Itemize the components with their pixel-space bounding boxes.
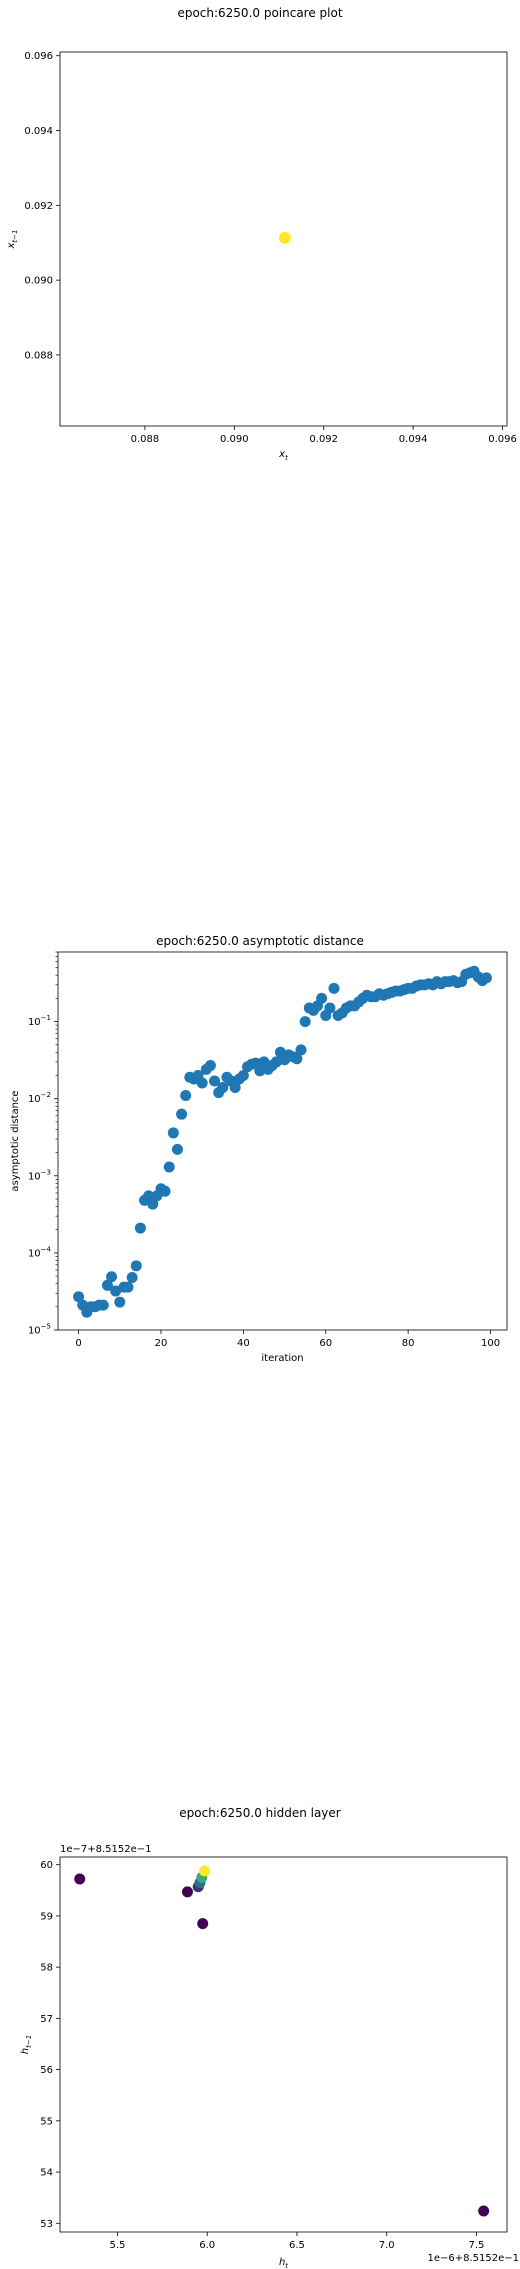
- x-tick-label: 40: [237, 1338, 250, 1349]
- data-point: [254, 1065, 266, 1077]
- x-tick-label: 5.5: [109, 2240, 125, 2251]
- y-tick-label: 0.090: [24, 276, 53, 287]
- y-tick-label: 58: [40, 1963, 53, 1974]
- x-tick-label: 7.0: [379, 2240, 395, 2251]
- data-point: [204, 1059, 216, 1071]
- data-point: [237, 1070, 249, 1082]
- y-tick-label: 0.092: [24, 201, 53, 212]
- data-point: [159, 1185, 171, 1197]
- x-tick-label: 80: [402, 1338, 415, 1349]
- plot-frame: [59, 1856, 508, 2233]
- x-offset-label: 1e−6+8.5152e−1: [427, 2253, 519, 2264]
- y-tick-label: 59: [40, 1911, 53, 1922]
- data-point: [316, 992, 328, 1004]
- y-tick-label: 10−3: [28, 1168, 51, 1182]
- y-tick-label: 10−4: [28, 1245, 52, 1259]
- x-tick-label: 6.0: [199, 2240, 215, 2251]
- x-tick-label: 0.090: [220, 434, 249, 445]
- data-point: [328, 982, 340, 994]
- data-point: [143, 1190, 155, 1202]
- y-axis-label: ht−1: [20, 2035, 33, 2054]
- data-point: [199, 1865, 211, 1877]
- asymptotic-figure: epoch:6250.0 asymptotic distance 0 20 40 60…: [0, 930, 520, 1390]
- data-point: [278, 231, 291, 244]
- y-tick-label: 0.096: [24, 51, 53, 62]
- x-tick-label: 20: [155, 1338, 168, 1349]
- data-point: [229, 1081, 241, 1093]
- data-point: [324, 1002, 336, 1014]
- data-point: [176, 1108, 188, 1120]
- y-tick-label: 0.094: [24, 126, 53, 137]
- y-axis-label: xt−1: [6, 230, 19, 250]
- data-point: [74, 1873, 86, 1885]
- data-point: [196, 1077, 208, 1089]
- data-point: [171, 1143, 183, 1155]
- data-point: [114, 1296, 126, 1308]
- data-point: [134, 1222, 146, 1234]
- data-point: [126, 1271, 138, 1283]
- x-tick-label: 7.5: [469, 2240, 485, 2251]
- data-point: [73, 1291, 85, 1303]
- hidden-title: epoch:6250.0 hidden layer: [179, 1806, 341, 1820]
- data-point: [299, 1016, 311, 1028]
- data-point: [209, 1075, 221, 1087]
- hidden-figure: epoch:6250.0 hidden layer 1e−7+8.5152e−1…: [0, 1800, 520, 2269]
- y-offset-label: 1e−7+8.5152e−1: [60, 1844, 152, 1855]
- y-tick-label: 0.088: [24, 350, 53, 361]
- data-point: [163, 1161, 175, 1173]
- data-point: [480, 972, 492, 984]
- x-tick-label: 0.094: [399, 434, 428, 445]
- data-point: [167, 1127, 179, 1139]
- data-point: [180, 1090, 192, 1102]
- y-tick-label: 55: [40, 2116, 53, 2127]
- data-point: [130, 1260, 142, 1272]
- y-tick-label: 10−1: [28, 1014, 51, 1028]
- data-point: [181, 1886, 193, 1898]
- data-point: [478, 2205, 490, 2217]
- data-point: [122, 1281, 134, 1293]
- plot-frame: [59, 51, 508, 427]
- x-axis-label: xt: [278, 449, 288, 462]
- data-point: [295, 1044, 307, 1056]
- x-tick-label: 6.5: [289, 2240, 305, 2251]
- x-axis-label: ht: [279, 2257, 288, 2269]
- hidden-plot: 1e−7+8.5152e−1 1e−6+8.5152e−1 5.5 6.0 6.5 7.0…: [20, 1844, 519, 2269]
- plot-frame: [57, 951, 508, 1331]
- y-tick-label: 54: [40, 2168, 53, 2179]
- asymptotic-plot: 0 20 40 60 80 100 10−5 10−4 10−3 10−2 10−1 iteratio…: [10, 951, 508, 1364]
- x-tick-label: 100: [481, 1338, 500, 1349]
- y-tick-label: 10−2: [28, 1091, 51, 1105]
- poincare-title: epoch:6250.0 poincare plot: [177, 6, 343, 20]
- y-tick-label: 60: [40, 1860, 53, 1871]
- y-tick-label: 53: [40, 2219, 53, 2230]
- data-point: [197, 1918, 209, 1930]
- poincare-figure: epoch:6250.0 poincare plot 0.088 0.090 0.0…: [0, 0, 520, 462]
- x-tick-label: 0.088: [131, 434, 160, 445]
- x-tick-label: 0: [75, 1338, 81, 1349]
- x-axis-label: iteration: [261, 1353, 303, 1364]
- poincare-plot: 0.088 0.090 0.092 0.094 0.096 0.088 0.090 0.092…: [6, 51, 517, 462]
- data-point: [147, 1198, 159, 1210]
- data-point: [291, 1053, 303, 1065]
- data-point: [110, 1285, 122, 1297]
- asymptotic-title: epoch:6250.0 asymptotic distance: [156, 934, 364, 948]
- y-tick-label: 57: [40, 2014, 53, 2025]
- y-tick-label: 56: [40, 2065, 53, 2076]
- y-axis-label: asymptotic distance: [10, 1090, 21, 1191]
- x-tick-label: 0.092: [309, 434, 338, 445]
- data-point: [270, 1056, 282, 1068]
- data-point: [106, 1271, 118, 1283]
- data-point: [217, 1081, 229, 1093]
- data-point: [101, 1279, 113, 1291]
- x-tick-label: 60: [319, 1338, 332, 1349]
- x-tick-label: 0.096: [488, 434, 517, 445]
- data-point: [97, 1299, 109, 1311]
- y-tick-label: 10−5: [28, 1323, 51, 1337]
